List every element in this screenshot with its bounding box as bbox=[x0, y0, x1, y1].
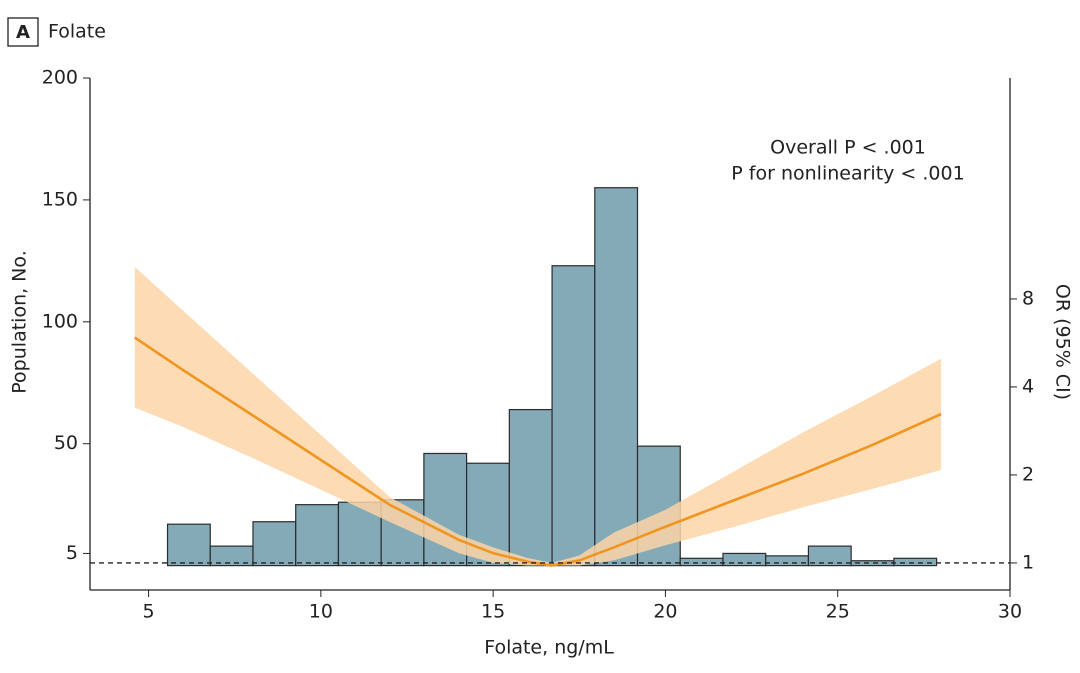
y2-tick-label: 8 bbox=[1022, 287, 1034, 309]
y-tick-label: 150 bbox=[42, 188, 78, 210]
y2-axis-label: OR (95% CI) bbox=[1052, 284, 1074, 400]
confidence-band bbox=[134, 266, 942, 566]
y-tick-label: 5 bbox=[66, 542, 78, 564]
x-tick-label: 30 bbox=[998, 601, 1022, 623]
panel-label-box bbox=[7, 17, 39, 47]
y2-tick-label: 4 bbox=[1022, 375, 1034, 397]
x-axis-label: Folate, ng/mL bbox=[484, 637, 614, 659]
bar bbox=[508, 408, 553, 567]
bar bbox=[551, 265, 596, 567]
or-line bbox=[134, 336, 942, 567]
bar bbox=[166, 523, 211, 567]
panel-label: A bbox=[16, 22, 30, 43]
y-tick-label: 50 bbox=[54, 432, 78, 454]
annotation: Overall P < .001 bbox=[770, 137, 926, 159]
y2-tick-label: 1 bbox=[1022, 551, 1034, 573]
bar bbox=[765, 555, 810, 567]
bar bbox=[722, 552, 767, 567]
bar bbox=[893, 557, 938, 567]
x-tick-label: 25 bbox=[826, 601, 850, 623]
x-tick-label: 15 bbox=[481, 601, 505, 623]
x-tick-label: 10 bbox=[309, 601, 333, 623]
annotation: P for nonlinearity < .001 bbox=[731, 163, 964, 185]
y2-tick-label: 2 bbox=[1022, 463, 1034, 485]
x-tick-label: 20 bbox=[653, 601, 677, 623]
y-tick-label: 100 bbox=[42, 310, 78, 332]
x-tick-label: 5 bbox=[143, 601, 155, 623]
bar bbox=[679, 557, 724, 567]
chart-title: Folate bbox=[48, 21, 106, 43]
bar bbox=[807, 545, 852, 567]
y-axis-label: Population, No. bbox=[9, 250, 31, 393]
bar bbox=[594, 187, 639, 567]
bar bbox=[295, 504, 340, 567]
bar bbox=[252, 521, 297, 567]
y-tick-label: 200 bbox=[42, 67, 78, 89]
